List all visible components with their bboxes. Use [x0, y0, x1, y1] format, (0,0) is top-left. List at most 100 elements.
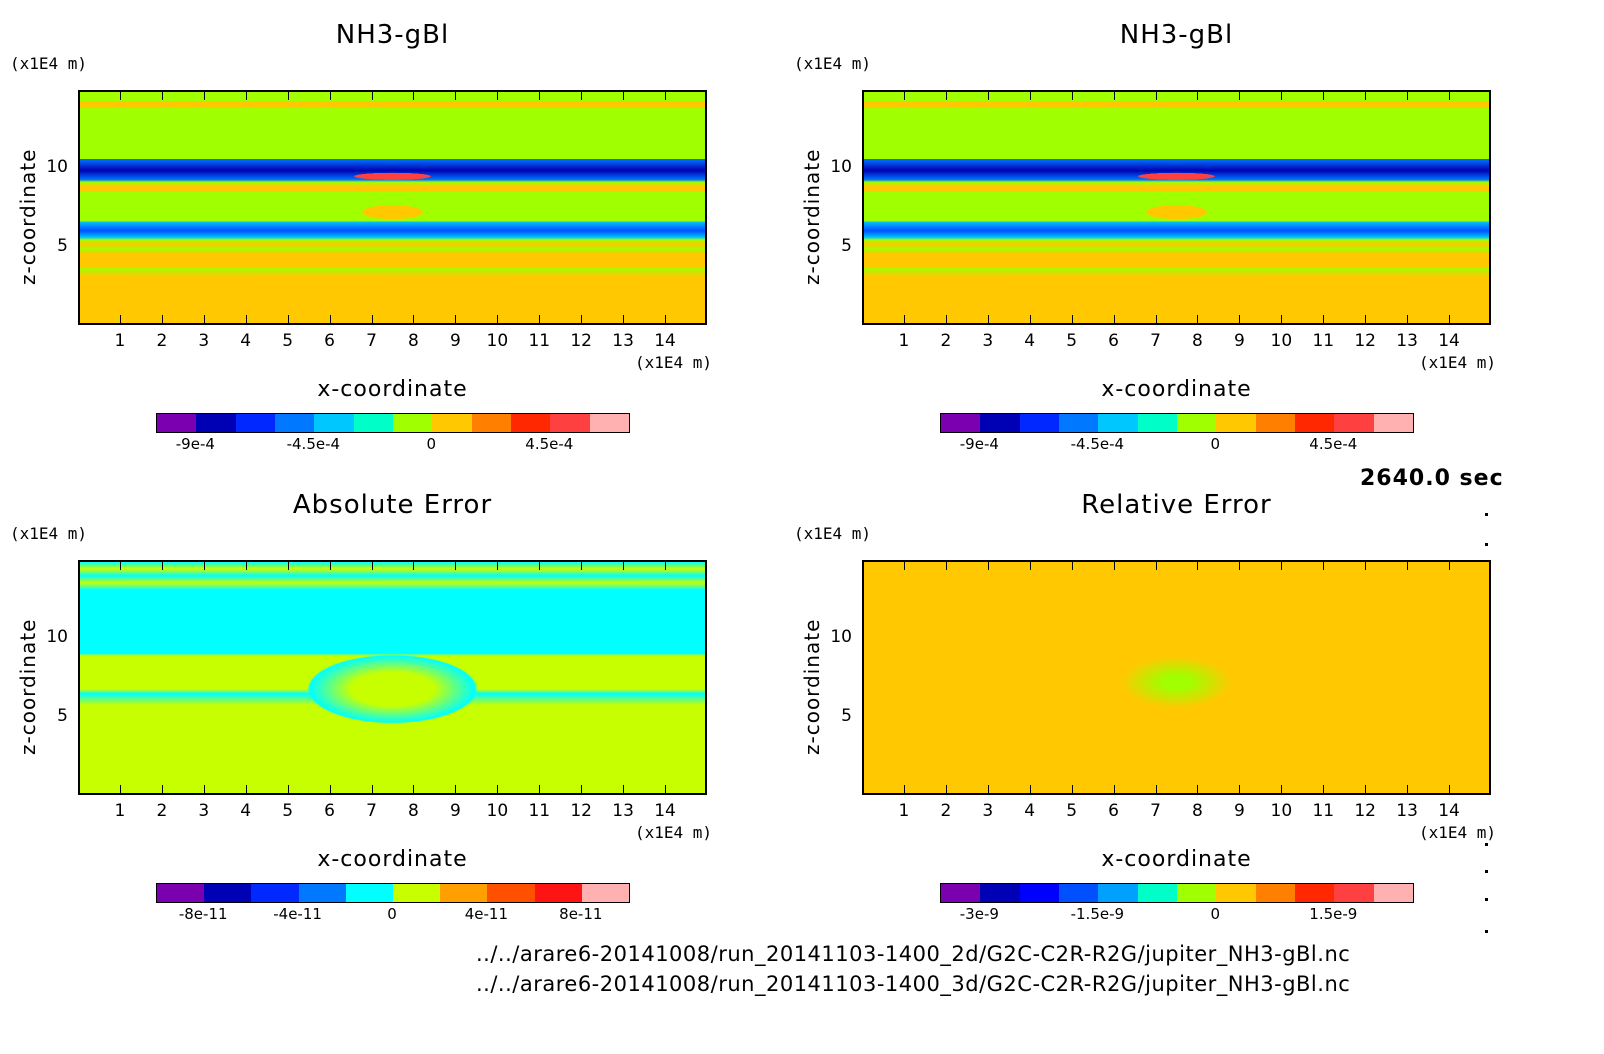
colorbar-swatch — [1373, 884, 1413, 902]
x-axis-label: x-coordinate — [317, 847, 468, 872]
x-unit-label: (x1E4 m) — [635, 353, 713, 372]
colorbar-swatch — [534, 884, 582, 902]
x-tick-mark-top — [245, 562, 247, 570]
x-tick-mark-top — [1407, 92, 1409, 100]
x-tick-label: 1 — [898, 801, 910, 821]
x-tick-mark-top — [1323, 562, 1325, 570]
x-tick-label: 7 — [366, 331, 377, 351]
x-tick-label: 5 — [1066, 331, 1078, 351]
x-tick-mark — [539, 315, 541, 323]
x-tick-mark — [903, 785, 905, 793]
colorbar-swatch — [1137, 414, 1177, 432]
chart-title: Absolute Error — [292, 490, 493, 520]
x-tick-label: 14 — [1438, 801, 1460, 821]
x-tick-mark — [987, 785, 989, 793]
colorbar-tick-label: -9e-4 — [959, 435, 999, 453]
x-tick-label: 13 — [1396, 331, 1418, 351]
x-tick-label: 7 — [1150, 801, 1161, 821]
x-tick-mark-top — [119, 562, 121, 570]
margin-dot — [1485, 543, 1488, 546]
x-tick-mark-top — [1239, 92, 1241, 100]
x-tick-mark — [1113, 315, 1115, 323]
x-tick-mark — [497, 785, 499, 793]
x-tick-mark-top — [665, 92, 667, 100]
colorbar-tick-label: 1.5e-9 — [1309, 905, 1358, 923]
x-tick-label: 3 — [198, 801, 210, 821]
x-tick-label: 1 — [114, 801, 126, 821]
x-tick-mark — [203, 315, 205, 323]
colorbar-swatch — [471, 414, 511, 432]
x-tick-label: 1 — [114, 331, 126, 351]
colorbar-swatch — [980, 884, 1020, 902]
x-tick-label: 12 — [1354, 331, 1376, 351]
x-tick-label: 6 — [1108, 331, 1119, 351]
heatmap-area — [862, 90, 1491, 325]
y-tick-label: 5 — [57, 705, 68, 726]
x-tick-label: 8 — [1192, 801, 1203, 821]
x-tick-mark — [1365, 785, 1367, 793]
x-tick-mark-top — [945, 92, 947, 100]
x-tick-mark-top — [287, 562, 289, 570]
x-tick-mark — [539, 785, 541, 793]
colorbar-swatch — [1255, 414, 1295, 432]
x-tick-label: 2 — [156, 801, 168, 821]
x-tick-mark — [329, 315, 331, 323]
x-unit-label: (x1E4 m) — [635, 823, 713, 842]
file-path-3d: ../../arare6-20141008/run_20141103-1400_… — [476, 972, 1351, 996]
y-tick-label: 5 — [841, 235, 852, 256]
x-tick-mark-top — [497, 562, 499, 570]
x-tick-label: 11 — [528, 331, 551, 351]
colorbar-tick-label: 0 — [426, 435, 437, 453]
margin-dot — [1485, 843, 1488, 846]
x-tick-mark — [1155, 315, 1157, 323]
x-tick-label: 5 — [282, 801, 294, 821]
x-tick-mark-top — [903, 562, 905, 570]
y-axis-label: z-coordinate — [800, 618, 824, 755]
x-tick-label: 2 — [156, 331, 168, 351]
colorbar-swatch — [487, 884, 535, 902]
x-tick-label: 12 — [1354, 801, 1376, 821]
colorbar-swatch — [1137, 884, 1177, 902]
x-tick-mark — [1323, 315, 1325, 323]
x-tick-mark — [945, 785, 947, 793]
x-axis-label: x-coordinate — [317, 377, 468, 402]
colorbar-swatch — [510, 414, 551, 432]
colorbar-swatch — [1216, 884, 1256, 902]
x-tick-label: 1 — [898, 331, 910, 351]
x-tick-mark — [455, 315, 457, 323]
y-unit-label: (x1E4 m) — [10, 54, 88, 73]
x-tick-mark-top — [203, 562, 205, 570]
y-tick-label: 10 — [830, 627, 852, 648]
x-tick-label: 8 — [1192, 331, 1203, 351]
x-tick-mark — [1113, 785, 1115, 793]
x-tick-mark-top — [371, 562, 373, 570]
colorbar — [156, 883, 630, 903]
x-tick-label: 13 — [612, 331, 634, 351]
colorbar-swatch — [1255, 884, 1295, 902]
x-tick-mark-top — [1281, 92, 1283, 100]
x-tick-mark-top — [1281, 562, 1283, 570]
colorbar-swatch — [392, 414, 433, 432]
x-tick-label: 3 — [198, 331, 210, 351]
y-axis-label: z-coordinate — [16, 618, 40, 755]
x-tick-mark — [1407, 315, 1409, 323]
x-tick-mark-top — [413, 562, 415, 570]
x-tick-label: 2 — [940, 331, 952, 351]
colorbar-swatch — [314, 414, 354, 432]
colorbar-swatch — [204, 884, 252, 902]
x-tick-mark — [413, 315, 415, 323]
x-tick-mark — [287, 315, 289, 323]
x-tick-label: 13 — [1396, 801, 1418, 821]
x-tick-label: 9 — [1233, 331, 1245, 351]
heatmap-area — [78, 560, 707, 795]
colorbar-tick-label: -8e-11 — [178, 905, 228, 923]
y-tick-label: 5 — [841, 705, 852, 726]
x-tick-mark-top — [1113, 92, 1115, 100]
x-tick-mark — [329, 785, 331, 793]
x-tick-mark-top — [1029, 92, 1031, 100]
x-tick-mark — [1155, 785, 1157, 793]
colorbar-tick-label: 0 — [1210, 905, 1221, 923]
colorbar-swatch — [1176, 414, 1217, 432]
x-unit-label: (x1E4 m) — [1419, 823, 1497, 842]
x-tick-mark-top — [623, 562, 625, 570]
